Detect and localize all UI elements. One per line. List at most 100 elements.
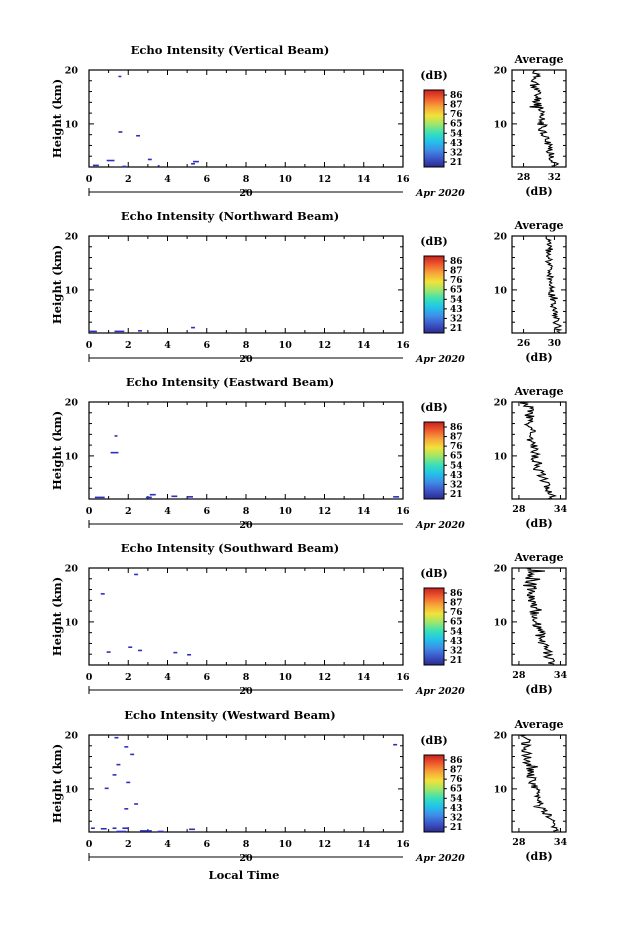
colorbar-tick-label: 65 [450,286,463,296]
y-tick-label: 10 [65,119,79,130]
x-tick-label: 2 [125,174,132,185]
average-profile-line [529,69,560,168]
x-tick-label: 10 [279,174,293,185]
x-tick-label: 6 [203,340,210,351]
colorbar-tick-label: 32 [450,480,463,490]
y-axis-label: Height (km) [50,577,64,656]
avg-x-tick-label: 34 [554,504,568,515]
avg-x-label: (dB) [525,185,552,198]
average-profile-line [520,734,560,833]
panel-4: Echo Intensity (Southward Beam) 20 10 0 2 4 6 8… [50,541,567,697]
x-tick-label: 8 [243,174,250,185]
colorbar-unit: (dB) [420,401,447,414]
x-tick-label: 12 [318,672,331,683]
x-tick-label: 2 [125,839,132,850]
panel-5: Echo Intensity (Westward Beam) 20 10 0 2 4 6 8 1… [50,708,567,864]
y-tick-label: 20 [65,232,79,243]
avg-x-label: (dB) [525,517,552,530]
x-tick-label: 12 [318,839,331,850]
y-axis-label: Height (km) [50,744,64,823]
colorbar-tick-label: 86 [450,756,463,766]
colorbar-tick-label: 43 [450,471,463,481]
x-tick-label: 2 [125,340,132,351]
avg-y-tick-label: 10 [494,119,508,130]
average-title: Average [513,385,563,398]
colorbar-tick-label: 76 [450,608,463,618]
x-tick-label: 2 [125,506,132,517]
x-tick-label: 6 [203,839,210,850]
average-title: Average [513,718,563,731]
date-day-label: 20 [239,188,253,199]
avg-y-tick-label: 20 [494,564,508,575]
colorbar-tick-label: 54 [450,794,463,804]
avg-x-tick-label: 28 [512,837,526,848]
colorbar-tick-label: 32 [450,314,463,324]
avg-y-tick-label: 10 [494,784,508,795]
x-tick-label: 0 [86,340,93,351]
avg-y-tick-label: 10 [494,285,508,296]
average-frame [511,235,567,334]
avg-y-tick-label: 20 [494,731,508,742]
colorbar-tick-label: 76 [450,110,463,120]
avg-x-tick-label: 32 [548,172,561,183]
colorbar [423,89,445,168]
colorbar-tick-label: 21 [450,158,463,168]
avg-x-label: (dB) [525,683,552,696]
x-tick-label: 10 [279,340,293,351]
x-tick-label: 8 [243,506,250,517]
y-axis-label: Height (km) [50,245,64,324]
x-tick-label: 16 [396,839,410,850]
x-tick-label: 4 [164,506,171,517]
x-tick-label: 4 [164,672,171,683]
avg-x-tick-label: 28 [517,172,531,183]
avg-y-tick-label: 10 [494,617,508,628]
panel-3: Echo Intensity (Eastward Beam) 20 10 0 2 4 6 8 1… [50,375,567,531]
avg-y-tick-label: 10 [494,451,508,462]
date-day-label: 20 [239,853,253,864]
colorbar-unit: (dB) [420,235,447,248]
colorbar-tick-label: 21 [450,823,463,833]
colorbar-tick-label: 65 [450,785,463,795]
colorbar-tick-label: 65 [450,452,463,462]
average-frame [511,401,567,500]
x-tick-label: 0 [86,672,93,683]
colorbar-tick-label: 43 [450,139,463,149]
colorbar-tick-label: 87 [450,267,463,277]
colorbar-tick-label: 65 [450,618,463,628]
colorbar-tick-label: 21 [450,490,463,500]
panel-1: Echo Intensity (Vertical Beam) 20 10 0 2 4 6 8 1… [50,43,567,199]
colorbar-unit: (dB) [420,69,447,82]
colorbar-tick-label: 87 [450,101,463,111]
avg-x-tick-label: 34 [554,670,568,681]
y-axis-label: Height (km) [50,411,64,490]
x-tick-label: 0 [86,839,93,850]
date-day-label: 20 [239,354,253,365]
average-profile-line [544,235,563,334]
average-title: Average [513,551,563,564]
avg-y-tick-label: 20 [494,66,508,77]
colorbar-tick-label: 76 [450,276,463,286]
date-day-label: 20 [239,520,253,531]
colorbar-tick-label: 43 [450,637,463,647]
x-tick-label: 10 [279,672,293,683]
x-tick-label: 4 [164,174,171,185]
x-tick-label: 2 [125,672,132,683]
panel-title: Echo Intensity (Vertical Beam) [131,43,330,57]
x-tick-label: 6 [203,174,210,185]
colorbar-tick-label: 87 [450,433,463,443]
x-tick-label: 16 [396,340,410,351]
panel-title: Echo Intensity (Eastward Beam) [126,375,334,389]
panel-title: Echo Intensity (Westward Beam) [124,708,335,722]
x-tick-label: 0 [86,174,93,185]
y-axis-label: Height (km) [50,79,64,158]
y-tick-label: 10 [65,617,79,628]
y-tick-label: 10 [65,285,79,296]
plot-frame [88,734,404,833]
colorbar-unit: (dB) [420,734,447,747]
plot-frame [88,235,404,334]
avg-y-tick-label: 20 [494,232,508,243]
average-frame [511,734,567,833]
colorbar-tick-label: 54 [450,627,463,637]
colorbar-tick-label: 86 [450,589,463,599]
x-tick-label: 10 [279,839,293,850]
